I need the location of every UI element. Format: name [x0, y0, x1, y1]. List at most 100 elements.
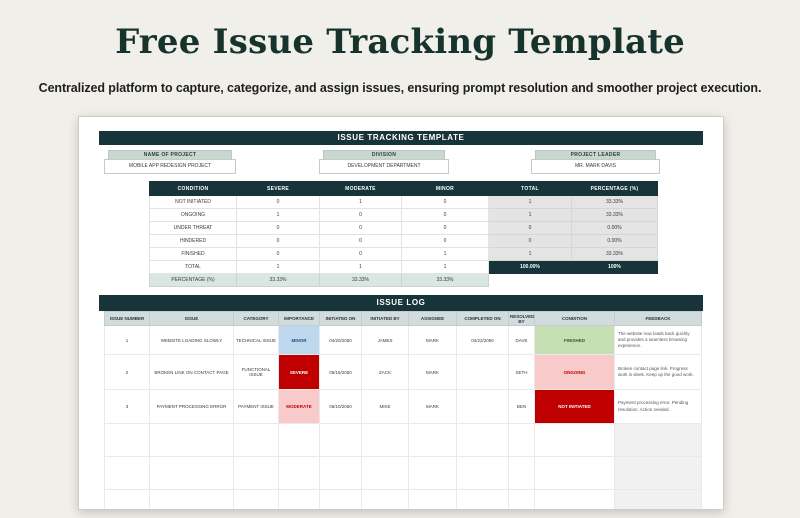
- empty-cell[interactable]: [319, 423, 362, 457]
- summary-cell[interactable]: 0: [401, 234, 489, 248]
- summary-total-cell[interactable]: 1: [488, 195, 572, 209]
- empty-cell[interactable]: [408, 456, 457, 490]
- initiated-by-cell[interactable]: JAMES: [361, 325, 409, 355]
- summary-cell[interactable]: 0: [319, 247, 402, 261]
- empty-cell[interactable]: [534, 456, 615, 490]
- summary-total-cell[interactable]: 1: [488, 247, 572, 261]
- empty-cell[interactable]: [319, 456, 362, 490]
- issue-number-cell[interactable]: 1: [104, 325, 150, 355]
- summary-cell[interactable]: 0: [236, 195, 320, 209]
- empty-cell[interactable]: [456, 489, 509, 509]
- summary-percentage-cell[interactable]: 33.33%: [571, 208, 658, 222]
- completed-on-cell[interactable]: [456, 389, 509, 424]
- summary-cell[interactable]: 0: [319, 221, 402, 235]
- empty-cell[interactable]: [149, 423, 234, 457]
- summary-cell[interactable]: ONGOING: [149, 208, 237, 222]
- summary-cell[interactable]: FINISHED: [149, 247, 237, 261]
- empty-cell[interactable]: [508, 423, 535, 457]
- summary-percentage-cell[interactable]: 33.33%: [571, 247, 658, 261]
- field-value-name-of-project[interactable]: MOBILE APP REDESIGN PROJECT: [104, 159, 236, 174]
- summary-cell[interactable]: 0: [236, 234, 320, 248]
- empty-cell[interactable]: [408, 489, 457, 509]
- importance-badge[interactable]: MINOR: [278, 325, 320, 355]
- initiated-by-cell[interactable]: ZACK: [361, 354, 409, 390]
- empty-cell[interactable]: [534, 489, 615, 509]
- summary-cell[interactable]: HINDERED: [149, 234, 237, 248]
- category-cell[interactable]: FUNCTIONAL ISSUE: [233, 354, 279, 390]
- category-cell[interactable]: TECHNICAL ISSUE: [233, 325, 279, 355]
- importance-badge[interactable]: SEVERE: [278, 354, 320, 390]
- feedback-cell[interactable]: Broken contact page link. Progress work …: [614, 354, 702, 390]
- empty-cell[interactable]: [104, 456, 150, 490]
- empty-cell[interactable]: [361, 423, 409, 457]
- empty-cell[interactable]: [278, 456, 320, 490]
- empty-cell[interactable]: [408, 423, 457, 457]
- summary-percentage-cell[interactable]: 0.00%: [571, 234, 658, 248]
- summary-cell[interactable]: 1: [319, 195, 402, 209]
- resolved-by-cell[interactable]: DAVE: [508, 325, 535, 355]
- field-value-project-leader[interactable]: MR. MARK DAVIS: [531, 159, 660, 174]
- summary-total-cell[interactable]: 0: [488, 234, 572, 248]
- empty-cell[interactable]: [104, 423, 150, 457]
- category-cell[interactable]: PAYMENT ISSUE: [233, 389, 279, 424]
- empty-cell[interactable]: [319, 489, 362, 509]
- empty-cell[interactable]: [456, 423, 509, 457]
- condition-badge[interactable]: FINISHED: [534, 325, 615, 355]
- resolved-by-cell[interactable]: SETH: [508, 354, 535, 390]
- empty-cell[interactable]: [614, 456, 702, 490]
- empty-cell[interactable]: [233, 489, 279, 509]
- empty-cell[interactable]: [233, 423, 279, 457]
- empty-cell[interactable]: [534, 423, 615, 457]
- condition-badge[interactable]: ONGOING: [534, 354, 615, 390]
- empty-cell[interactable]: [104, 489, 150, 509]
- importance-badge[interactable]: MODERATE: [278, 389, 320, 424]
- assignee-cell[interactable]: MARK: [408, 325, 457, 355]
- issue-cell[interactable]: BROKEN LINK ON CONTACT PAGE: [149, 354, 234, 390]
- summary-cell[interactable]: 0: [401, 195, 489, 209]
- initiated-on-cell[interactable]: 05/15/2050: [319, 354, 362, 390]
- initiated-on-cell[interactable]: 04/20/2050: [319, 325, 362, 355]
- summary-cell[interactable]: 0: [236, 221, 320, 235]
- issue-number-cell[interactable]: 3: [104, 389, 150, 424]
- empty-cell[interactable]: [278, 489, 320, 509]
- summary-cell[interactable]: 1: [319, 260, 402, 274]
- summary-cell[interactable]: 0: [236, 247, 320, 261]
- summary-cell[interactable]: 1: [401, 247, 489, 261]
- resolved-by-cell[interactable]: BEN: [508, 389, 535, 424]
- empty-cell[interactable]: [614, 423, 702, 457]
- completed-on-cell[interactable]: 04/22/2050: [456, 325, 509, 355]
- initiated-on-cell[interactable]: 06/10/2050: [319, 389, 362, 424]
- summary-cell[interactable]: 33.33%: [319, 273, 402, 287]
- summary-cell[interactable]: TOTAL: [149, 260, 237, 274]
- completed-on-cell[interactable]: [456, 354, 509, 390]
- summary-cell[interactable]: 33.33%: [236, 273, 320, 287]
- empty-cell[interactable]: [361, 456, 409, 490]
- summary-cell[interactable]: 1: [236, 208, 320, 222]
- summary-grand-total-cell[interactable]: 100.00%: [488, 260, 572, 274]
- empty-cell[interactable]: [508, 456, 535, 490]
- summary-percentage-cell[interactable]: 33.33%: [571, 195, 658, 209]
- empty-cell[interactable]: [149, 456, 234, 490]
- summary-grand-percentage-cell[interactable]: 100%: [571, 260, 658, 274]
- summary-cell[interactable]: 0: [319, 208, 402, 222]
- assignee-cell[interactable]: MARK: [408, 354, 457, 390]
- issue-cell[interactable]: PAYMENT PROCESSING ERROR: [149, 389, 234, 424]
- empty-cell[interactable]: [278, 423, 320, 457]
- summary-cell[interactable]: UNDER THREAT: [149, 221, 237, 235]
- summary-percentage-cell[interactable]: 0.00%: [571, 221, 658, 235]
- empty-cell[interactable]: [149, 489, 234, 509]
- summary-cell[interactable]: 0: [401, 221, 489, 235]
- assignee-cell[interactable]: MARK: [408, 389, 457, 424]
- feedback-cell[interactable]: Payment processing error. Pending resolu…: [614, 389, 702, 424]
- summary-cell[interactable]: 0: [401, 208, 489, 222]
- feedback-cell[interactable]: The website now loads back quickly and p…: [614, 325, 702, 355]
- summary-cell[interactable]: PERCENTAGE (%): [149, 273, 237, 287]
- initiated-by-cell[interactable]: MIKE: [361, 389, 409, 424]
- summary-cell[interactable]: 33.33%: [401, 273, 489, 287]
- summary-cell[interactable]: 1: [236, 260, 320, 274]
- summary-cell[interactable]: NOT INITIATED: [149, 195, 237, 209]
- summary-cell[interactable]: 0: [319, 234, 402, 248]
- empty-cell[interactable]: [456, 456, 509, 490]
- field-value-division[interactable]: DEVELOPMENT DEPARTMENT: [319, 159, 449, 174]
- issue-number-cell[interactable]: 2: [104, 354, 150, 390]
